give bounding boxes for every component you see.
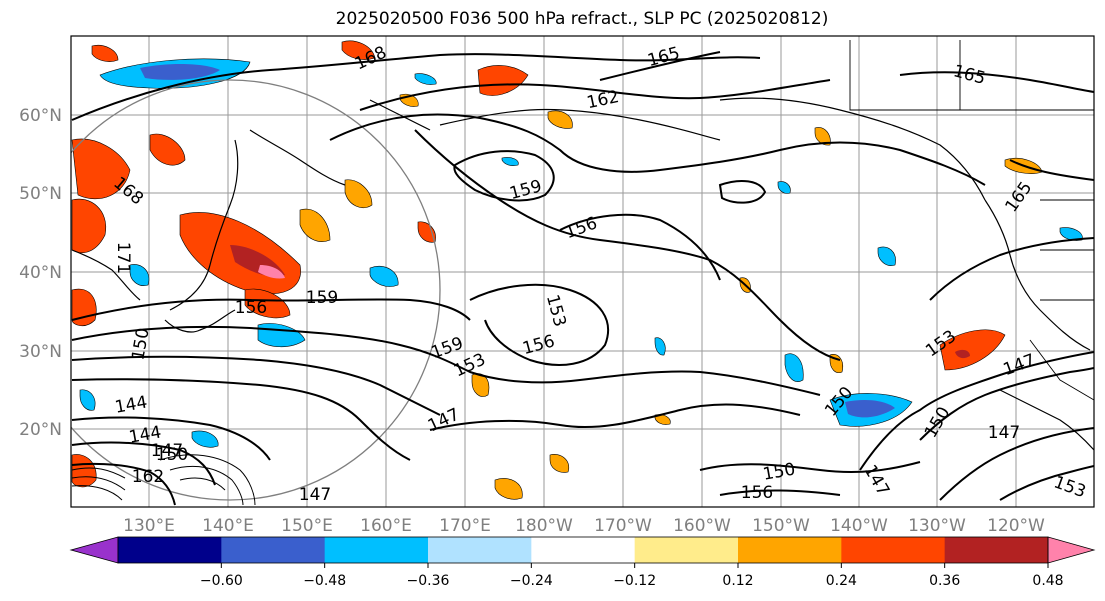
longitude-label: 160°E (360, 516, 412, 536)
latitude-label: 30°N (19, 342, 62, 362)
contour-label: 147 (988, 423, 1020, 443)
colorbar-tick-label: 0.12 (722, 573, 753, 589)
slp-contours-thin (71, 454, 256, 506)
longitude-label: 160°W (673, 516, 731, 536)
slp-contours (71, 51, 1094, 506)
latitude-label: 40°N (19, 263, 62, 283)
contour-label: 147 (299, 485, 331, 505)
colorbar-tick-label: 0.36 (929, 573, 960, 589)
longitude-label: 150°E (281, 516, 333, 536)
colorbar: −0.60 −0.48 −0.36 −0.24 −0.12 0.12 0.24 0.36 0.4… (69, 536, 1096, 589)
contour-label: 147 (151, 441, 183, 461)
colorbar-segment (324, 537, 429, 563)
colorbar-segment (944, 537, 1049, 563)
longitude-label: 130°E (123, 516, 175, 536)
contour-label: 150 (156, 445, 188, 465)
colorbar-tick-label: −0.48 (303, 573, 346, 589)
colorbar-tick-label: 0.48 (1032, 573, 1063, 589)
shaded-anomaly-patches (71, 40, 1083, 500)
colorbar-segment (531, 537, 636, 563)
longitude-label: 150°W (752, 516, 810, 536)
colorbar-segment (738, 537, 842, 563)
colorbar-tick-label: −0.60 (200, 573, 243, 589)
latitude-label: 20°N (19, 420, 62, 440)
colorbar-tick-label: 0.24 (826, 573, 857, 589)
range-circle (71, 79, 441, 501)
colorbar-segment (221, 537, 326, 563)
colorbar-extend-low (69, 536, 119, 564)
map-frame (70, 35, 1095, 508)
longitude-label: 130°W (908, 516, 966, 536)
colorbar-extend-high (1047, 536, 1096, 564)
longitude-label: 140°W (830, 516, 888, 536)
colorbar-tick-label: −0.24 (510, 573, 553, 589)
colorbar-segment (428, 537, 532, 563)
colorbar-segment (118, 537, 222, 563)
colorbar-segment (634, 537, 739, 563)
colorbar-tick-label: −0.36 (407, 573, 450, 589)
contour-label: 159 (306, 288, 338, 308)
contour-label: 156 (741, 483, 773, 503)
colorbar-segment (841, 537, 946, 563)
longitude-label: 170°W (594, 516, 652, 536)
contour-label: 171 (113, 242, 133, 274)
longitude-label: 170°E (439, 516, 491, 536)
latitude-label: 60°N (19, 106, 62, 126)
longitude-label: 180°W (515, 516, 573, 536)
contour-label: 156 (235, 298, 267, 318)
longitude-label: 140°E (202, 516, 254, 536)
longitude-labels: 130°E 140°E 150°E 160°E 170°E 180°W 170°W 160°W… (123, 516, 1045, 536)
contour-label: 162 (132, 467, 164, 487)
latitude-labels: 60°N 50°N 40°N 30°N 20°N (19, 106, 62, 440)
longitude-label: 120°W (987, 516, 1045, 536)
latitude-label: 50°N (19, 184, 62, 204)
map-title: 2025020500 F036 500 hPa refract., SLP PC… (335, 9, 829, 29)
colorbar-tick-label: −0.12 (613, 573, 656, 589)
colorbar-outline (117, 536, 1049, 564)
